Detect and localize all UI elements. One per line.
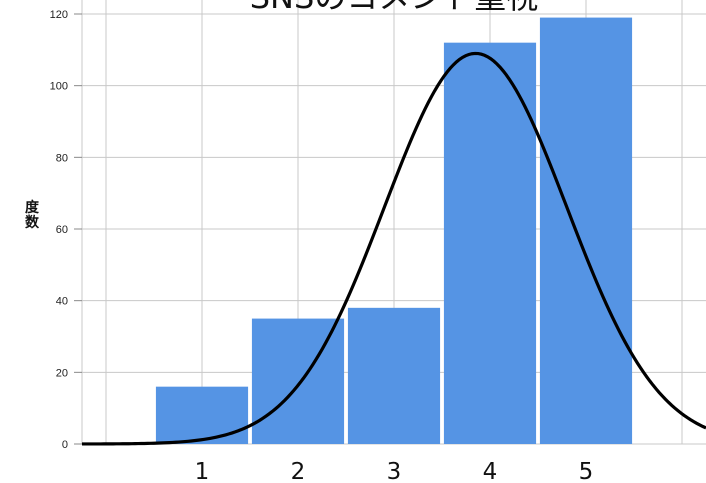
chart-title: SNSのコメント重視 bbox=[250, 0, 539, 16]
bar-5 bbox=[539, 17, 633, 444]
x-tick-label-1: 1 bbox=[195, 459, 210, 483]
x-tick-label-4: 4 bbox=[483, 459, 498, 483]
bars bbox=[155, 17, 633, 445]
y-tick-label: 100 bbox=[50, 81, 68, 93]
bar-4 bbox=[443, 42, 537, 445]
normal-curve bbox=[82, 51, 706, 446]
y-tick-label: 40 bbox=[56, 296, 68, 308]
y-tick-labels: 0 20 40 60 80 100 120 bbox=[50, 9, 82, 451]
x-tick-labels: 1 2 3 4 5 bbox=[195, 459, 594, 483]
y-tick-label: 120 bbox=[50, 9, 68, 21]
y-axis-label: 度数 bbox=[25, 199, 40, 231]
x-tick-label-5: 5 bbox=[579, 459, 594, 483]
bar-3 bbox=[347, 307, 441, 444]
x-tick-label-3: 3 bbox=[387, 459, 402, 483]
bar-1 bbox=[155, 386, 249, 444]
y-tick-label: 0 bbox=[62, 439, 68, 451]
y-tick-label: 20 bbox=[56, 367, 68, 379]
y-tick-label: 60 bbox=[56, 224, 68, 236]
x-tick-label-2: 2 bbox=[291, 459, 306, 483]
y-tick-label: 80 bbox=[56, 152, 68, 164]
